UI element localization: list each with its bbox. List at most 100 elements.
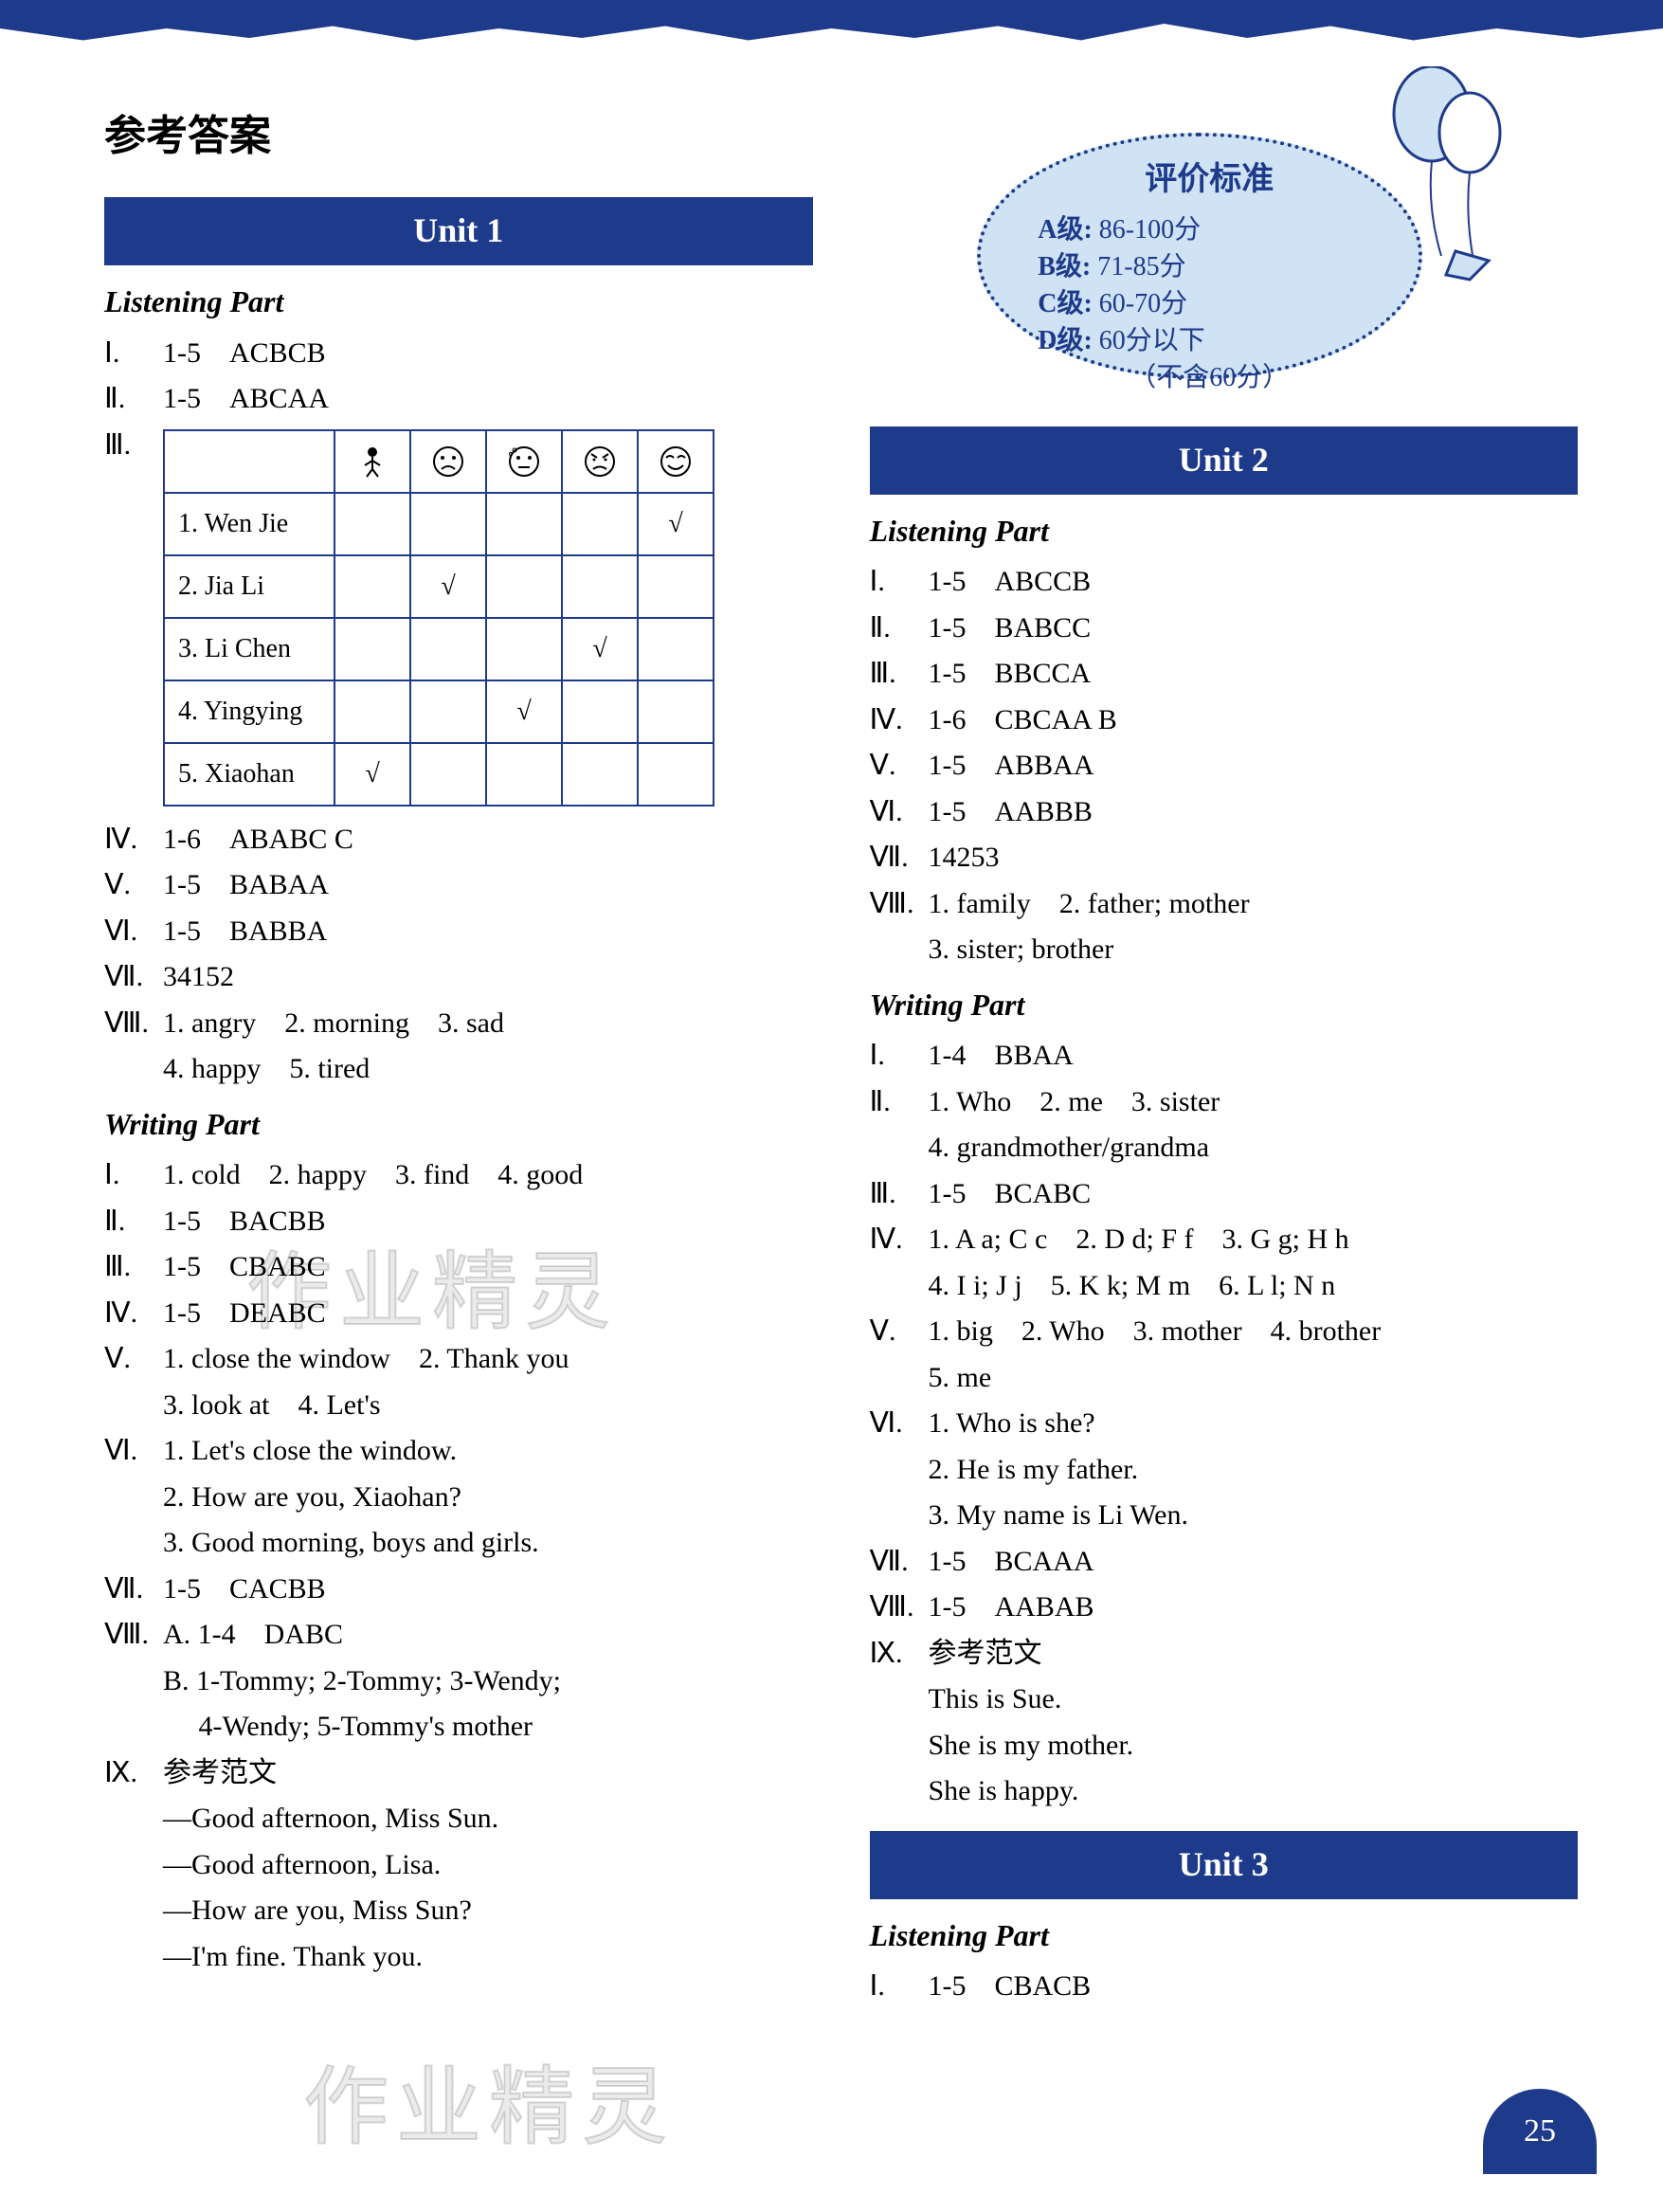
answer-row: 2. He is my father.: [870, 1448, 1579, 1493]
unit3-header: Unit 3: [870, 1831, 1579, 1899]
grade-range: 60-70分: [1099, 289, 1187, 318]
mark-cell: [334, 680, 410, 743]
answer-text: 1-5 BABAA: [163, 863, 813, 908]
answer-text: 1-5 CBACB: [929, 1965, 1579, 2009]
answer-row: B. 1-Tommy; 2-Tommy; 3-Wendy;: [104, 1659, 813, 1704]
mark-cell: [562, 493, 638, 555]
answer-row: Ⅶ.34152: [104, 955, 813, 1000]
answer-text: 14253: [929, 836, 1579, 880]
roman: Ⅶ.: [104, 1568, 163, 1612]
emoji-standing-icon: [334, 430, 410, 493]
unit1-table: 1. Wen Jie√ 2. Jia Li √ 3. Li Chen√ 4. Yi…: [163, 429, 714, 807]
roman: Ⅳ.: [104, 818, 163, 862]
answer-row: Ⅰ.1-5 ACBCB: [104, 332, 813, 376]
answer-row: Ⅰ.1. cold 2. happy 3. find 4. good: [104, 1153, 813, 1198]
roman: Ⅳ.: [870, 698, 929, 743]
grade-label: A级:: [1038, 215, 1093, 245]
answer-row: Ⅷ.A. 1-4 DABC: [104, 1613, 813, 1658]
answer-text: 2. He is my father.: [929, 1448, 1579, 1493]
answer-row: Ⅴ.1-5 ABBAA: [870, 744, 1579, 789]
roman: Ⅸ.: [104, 1751, 163, 1796]
grade-range: 60分以下: [1099, 326, 1205, 355]
blank-cell: [164, 430, 334, 493]
criteria-line: （不含60分）: [1038, 359, 1381, 396]
roman: Ⅷ.: [104, 1002, 163, 1046]
answer-text: 1-5 ABBAA: [929, 744, 1579, 789]
roman: Ⅴ.: [104, 863, 163, 908]
roman: Ⅸ.: [870, 1632, 929, 1677]
name-cell: 4. Yingying: [164, 680, 334, 743]
mark-cell: [334, 618, 410, 680]
table-row: 3. Li Chen√: [164, 618, 714, 680]
unit1-writing-title: Writing Part: [104, 1101, 813, 1149]
roman: Ⅴ.: [870, 744, 929, 789]
roman: Ⅷ.: [870, 882, 929, 927]
name-cell: 2. Jia Li: [164, 555, 334, 618]
answer-row: —Good afternoon, Lisa.: [104, 1843, 813, 1888]
answer-text: 1-5 ACBCB: [163, 332, 813, 376]
emoji-angry-icon: [562, 430, 638, 493]
answer-text: 1. family 2. father; mother: [929, 882, 1579, 927]
answer-row: 4. I i; J j 5. K k; M m 6. L l; N n: [870, 1264, 1579, 1309]
answer-row: 3. sister; brother: [870, 928, 1579, 972]
roman: Ⅱ.: [870, 607, 929, 651]
page-title: 参考答案: [104, 104, 813, 169]
emoji-sad-icon: [410, 430, 486, 493]
roman: Ⅰ.: [104, 1153, 163, 1198]
page-number: 25: [1483, 2089, 1597, 2174]
answer-row: 3. Good morning, boys and girls.: [104, 1521, 813, 1566]
balloons-icon: [1337, 66, 1508, 294]
unit1-listening-title: Listening Part: [104, 279, 813, 326]
roman: Ⅰ.: [870, 1034, 929, 1079]
roman: Ⅰ.: [870, 560, 929, 605]
answer-text: 1-4 BBAA: [929, 1034, 1579, 1079]
mark-cell: [486, 555, 562, 618]
answer-text: She is my mother.: [929, 1724, 1579, 1768]
roman: Ⅵ.: [870, 1402, 929, 1446]
roman: Ⅴ.: [870, 1310, 929, 1354]
answer-text: 1-5 BABBA: [163, 910, 813, 954]
answer-text: 1-5 CBABC: [163, 1245, 813, 1290]
answer-row: Ⅰ.1-5 CBACB: [870, 1965, 1579, 2009]
answer-row: —Good afternoon, Miss Sun.: [104, 1797, 813, 1841]
answer-text: 1-5 BCABC: [929, 1172, 1579, 1217]
answer-text: 3. look at 4. Let's: [163, 1384, 813, 1428]
answer-text: 1. angry 2. morning 3. sad: [163, 1002, 813, 1046]
answer-text: A. 1-4 DABC: [163, 1613, 813, 1658]
grade-label: B级:: [1038, 252, 1091, 281]
mark-cell: √: [562, 618, 638, 680]
answer-row: Ⅴ.1-5 BABAA: [104, 863, 813, 908]
mark-cell: √: [486, 680, 562, 743]
answer-text: 3. sister; brother: [929, 928, 1579, 972]
answer-text: 参考范文: [163, 1751, 813, 1796]
mark-cell: [486, 618, 562, 680]
mark-cell: [410, 743, 486, 806]
roman: Ⅴ.: [104, 1337, 163, 1382]
answer-text: 1-6 ABABC C: [163, 818, 813, 862]
answer-row: Ⅸ.参考范文: [104, 1751, 813, 1796]
answer-text: 1. Who 2. me 3. sister: [929, 1080, 1579, 1125]
answer-text: 1-5 ABCCB: [929, 560, 1579, 605]
mark-cell: [334, 493, 410, 555]
answer-row: She is my mother.: [870, 1724, 1579, 1768]
table-row: 4. Yingying √: [164, 680, 714, 743]
answer-row: Ⅸ.参考范文: [870, 1632, 1579, 1677]
roman: Ⅷ.: [870, 1586, 929, 1630]
answer-text: She is happy.: [929, 1769, 1579, 1814]
roman: Ⅳ.: [870, 1218, 929, 1262]
answer-row: Ⅰ.1-5 ABCCB: [870, 560, 1579, 605]
mark-cell: √: [638, 493, 714, 555]
unit2-header: Unit 2: [870, 426, 1579, 495]
answer-row: Ⅲ.1-5 CBABC: [104, 1245, 813, 1290]
answer-text: 1-5 ABCAA: [163, 377, 813, 422]
grade-range: 86-100分: [1099, 215, 1201, 245]
table-row: 1. Wen Jie√: [164, 493, 714, 555]
criteria-line: D级: 60分以下: [1038, 322, 1381, 359]
answer-text: 1. cold 2. happy 3. find 4. good: [163, 1153, 813, 1198]
answer-row: Ⅲ.1-5 BBCCA: [870, 652, 1579, 697]
answer-text: 1. A a; C c 2. D d; F f 3. G g; H h: [929, 1218, 1579, 1262]
watermark: 作业精灵: [303, 2038, 675, 2161]
grade-label: D级:: [1038, 326, 1093, 355]
roman: Ⅶ.: [870, 836, 929, 880]
right-column: 评价标准 A级: 86-100分 B级: 71-85分 C级: 60-70分 D…: [870, 104, 1579, 2011]
